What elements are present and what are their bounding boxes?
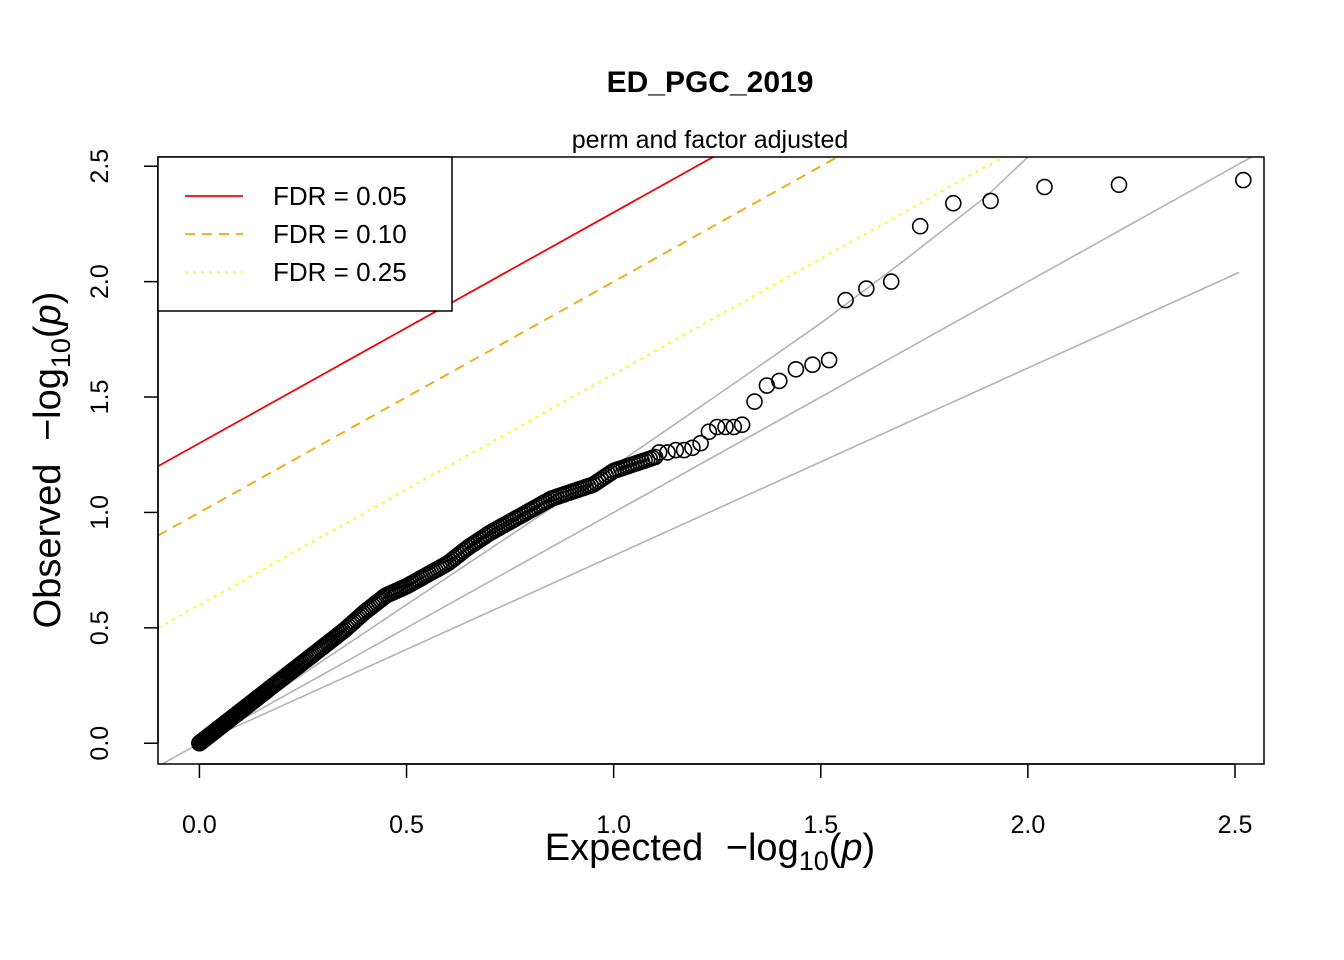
x-tick-label: 1.5 bbox=[803, 811, 838, 839]
y-tick-label: 1.0 bbox=[86, 495, 114, 530]
legend-label: FDR = 0.05 bbox=[273, 181, 407, 211]
fdr-line-1 bbox=[158, 157, 840, 537]
legend: FDR = 0.05 FDR = 0.10 FDR = 0.25 bbox=[157, 156, 453, 312]
x-tick-label: 0.5 bbox=[389, 811, 424, 839]
x-axis: 0.0 0.5 1.0 1.5 2.0 2.5 bbox=[182, 763, 1253, 839]
data-point bbox=[717, 418, 734, 436]
chart-title: ED_PGC_2019 bbox=[607, 66, 814, 99]
x-tick-label: 0.0 bbox=[182, 811, 217, 839]
data-point bbox=[787, 360, 805, 378]
y-tick-label: 2.0 bbox=[86, 264, 114, 299]
chart-subtitle: perm and factor adjusted bbox=[572, 126, 849, 154]
data-points bbox=[191, 171, 1252, 752]
data-point bbox=[650, 444, 668, 461]
fdr-lines bbox=[158, 157, 1005, 629]
data-point bbox=[659, 444, 676, 461]
reference-line-2 bbox=[198, 157, 1029, 744]
legend-label: FDR = 0.10 bbox=[273, 219, 407, 249]
y-axis-label: Observed −log10(p) bbox=[27, 292, 76, 629]
reference-line-0 bbox=[160, 157, 1254, 764]
y-axis: 0.0 0.5 1.0 1.5 2.0 2.5 bbox=[86, 149, 159, 761]
data-point bbox=[725, 418, 743, 436]
y-tick-label: 1.5 bbox=[86, 380, 114, 415]
data-point bbox=[667, 441, 685, 459]
legend-label: FDR = 0.25 bbox=[273, 257, 407, 287]
data-point bbox=[982, 192, 999, 210]
x-axis-label: Expected −log10(p) bbox=[545, 827, 875, 876]
reference-lines bbox=[160, 157, 1254, 764]
fdr-line-2 bbox=[158, 157, 1005, 629]
data-point bbox=[675, 441, 693, 459]
x-tick-label: 2.5 bbox=[1218, 811, 1253, 839]
data-point bbox=[804, 356, 821, 374]
y-tick-label: 0.0 bbox=[86, 726, 114, 761]
data-point bbox=[746, 393, 763, 410]
data-point bbox=[1235, 171, 1252, 189]
x-tick-label: 1.0 bbox=[596, 811, 631, 839]
data-point bbox=[770, 372, 788, 390]
data-point bbox=[708, 418, 726, 436]
data-point bbox=[1110, 176, 1128, 193]
data-point bbox=[882, 273, 900, 290]
data-point bbox=[857, 280, 875, 297]
y-tick-label: 2.5 bbox=[86, 149, 114, 184]
data-point bbox=[837, 291, 854, 309]
data-point bbox=[692, 434, 709, 452]
data-point bbox=[684, 439, 701, 457]
data-point bbox=[820, 351, 838, 369]
data-point bbox=[944, 194, 962, 212]
reference-line-1 bbox=[199, 271, 1240, 744]
y-tick-label: 0.5 bbox=[86, 610, 114, 645]
data-point bbox=[1036, 178, 1053, 196]
data-point bbox=[700, 423, 718, 441]
x-tick-label: 2.0 bbox=[1011, 811, 1046, 839]
data-point bbox=[911, 217, 929, 235]
data-point bbox=[733, 416, 751, 434]
fdr-line-0 bbox=[158, 157, 715, 468]
